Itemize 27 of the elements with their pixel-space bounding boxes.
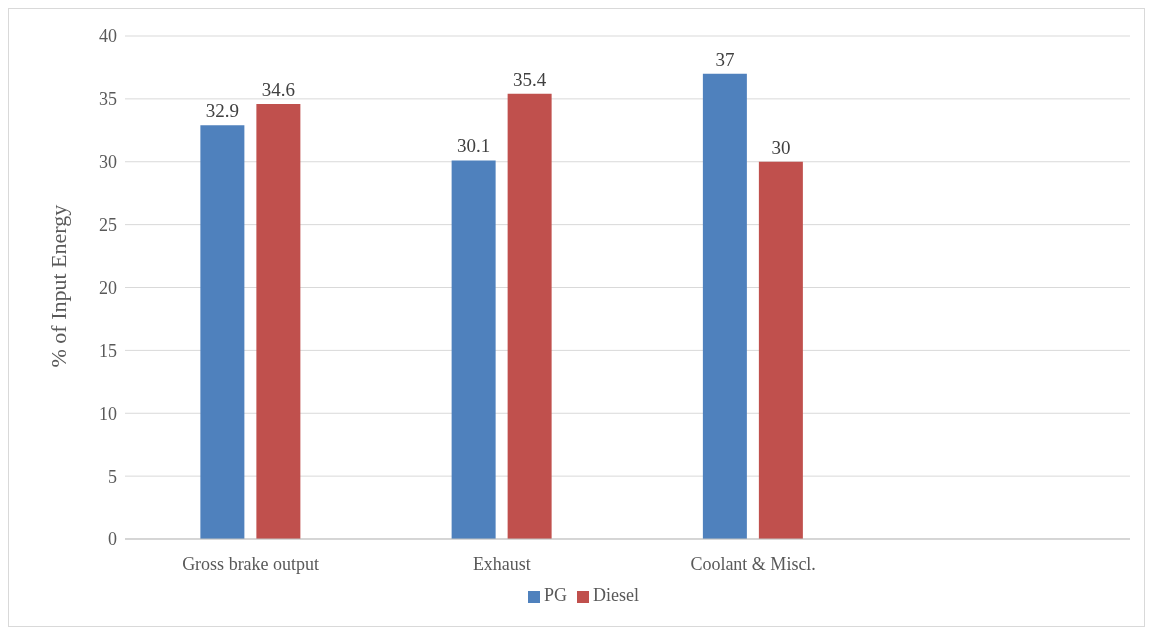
y-tick-label: 15: [99, 340, 117, 361]
data-label: 30: [771, 136, 791, 158]
legend-label: Diesel: [593, 585, 639, 605]
legend-label: PG: [544, 585, 568, 605]
y-tick-label: 40: [99, 26, 117, 47]
y-tick-label: 10: [99, 403, 117, 424]
x-tick-label: Coolant & Miscl.: [690, 553, 816, 574]
data-label: 32.9: [205, 100, 239, 122]
bar: [702, 73, 747, 539]
y-tick-label: 25: [99, 215, 117, 236]
bar: [200, 125, 245, 539]
x-tick-label: Gross brake output: [182, 553, 320, 574]
y-tick-label: 30: [99, 152, 117, 173]
bar: [507, 93, 552, 539]
data-label: 34.6: [261, 78, 295, 100]
y-tick-label: 5: [108, 466, 117, 487]
data-label: 37: [715, 48, 735, 70]
y-tick-label: 20: [99, 277, 117, 298]
data-label: 35.4: [513, 68, 547, 90]
bar: [256, 103, 301, 539]
bar: [758, 161, 803, 539]
x-tick-label: Exhaust: [472, 553, 531, 574]
data-label: 30.1: [457, 135, 491, 157]
y-tick-label: 0: [108, 529, 117, 550]
y-tick-label: 35: [99, 89, 117, 110]
y-axis-title: % of Input Energy: [45, 204, 71, 368]
bar: [451, 160, 496, 539]
